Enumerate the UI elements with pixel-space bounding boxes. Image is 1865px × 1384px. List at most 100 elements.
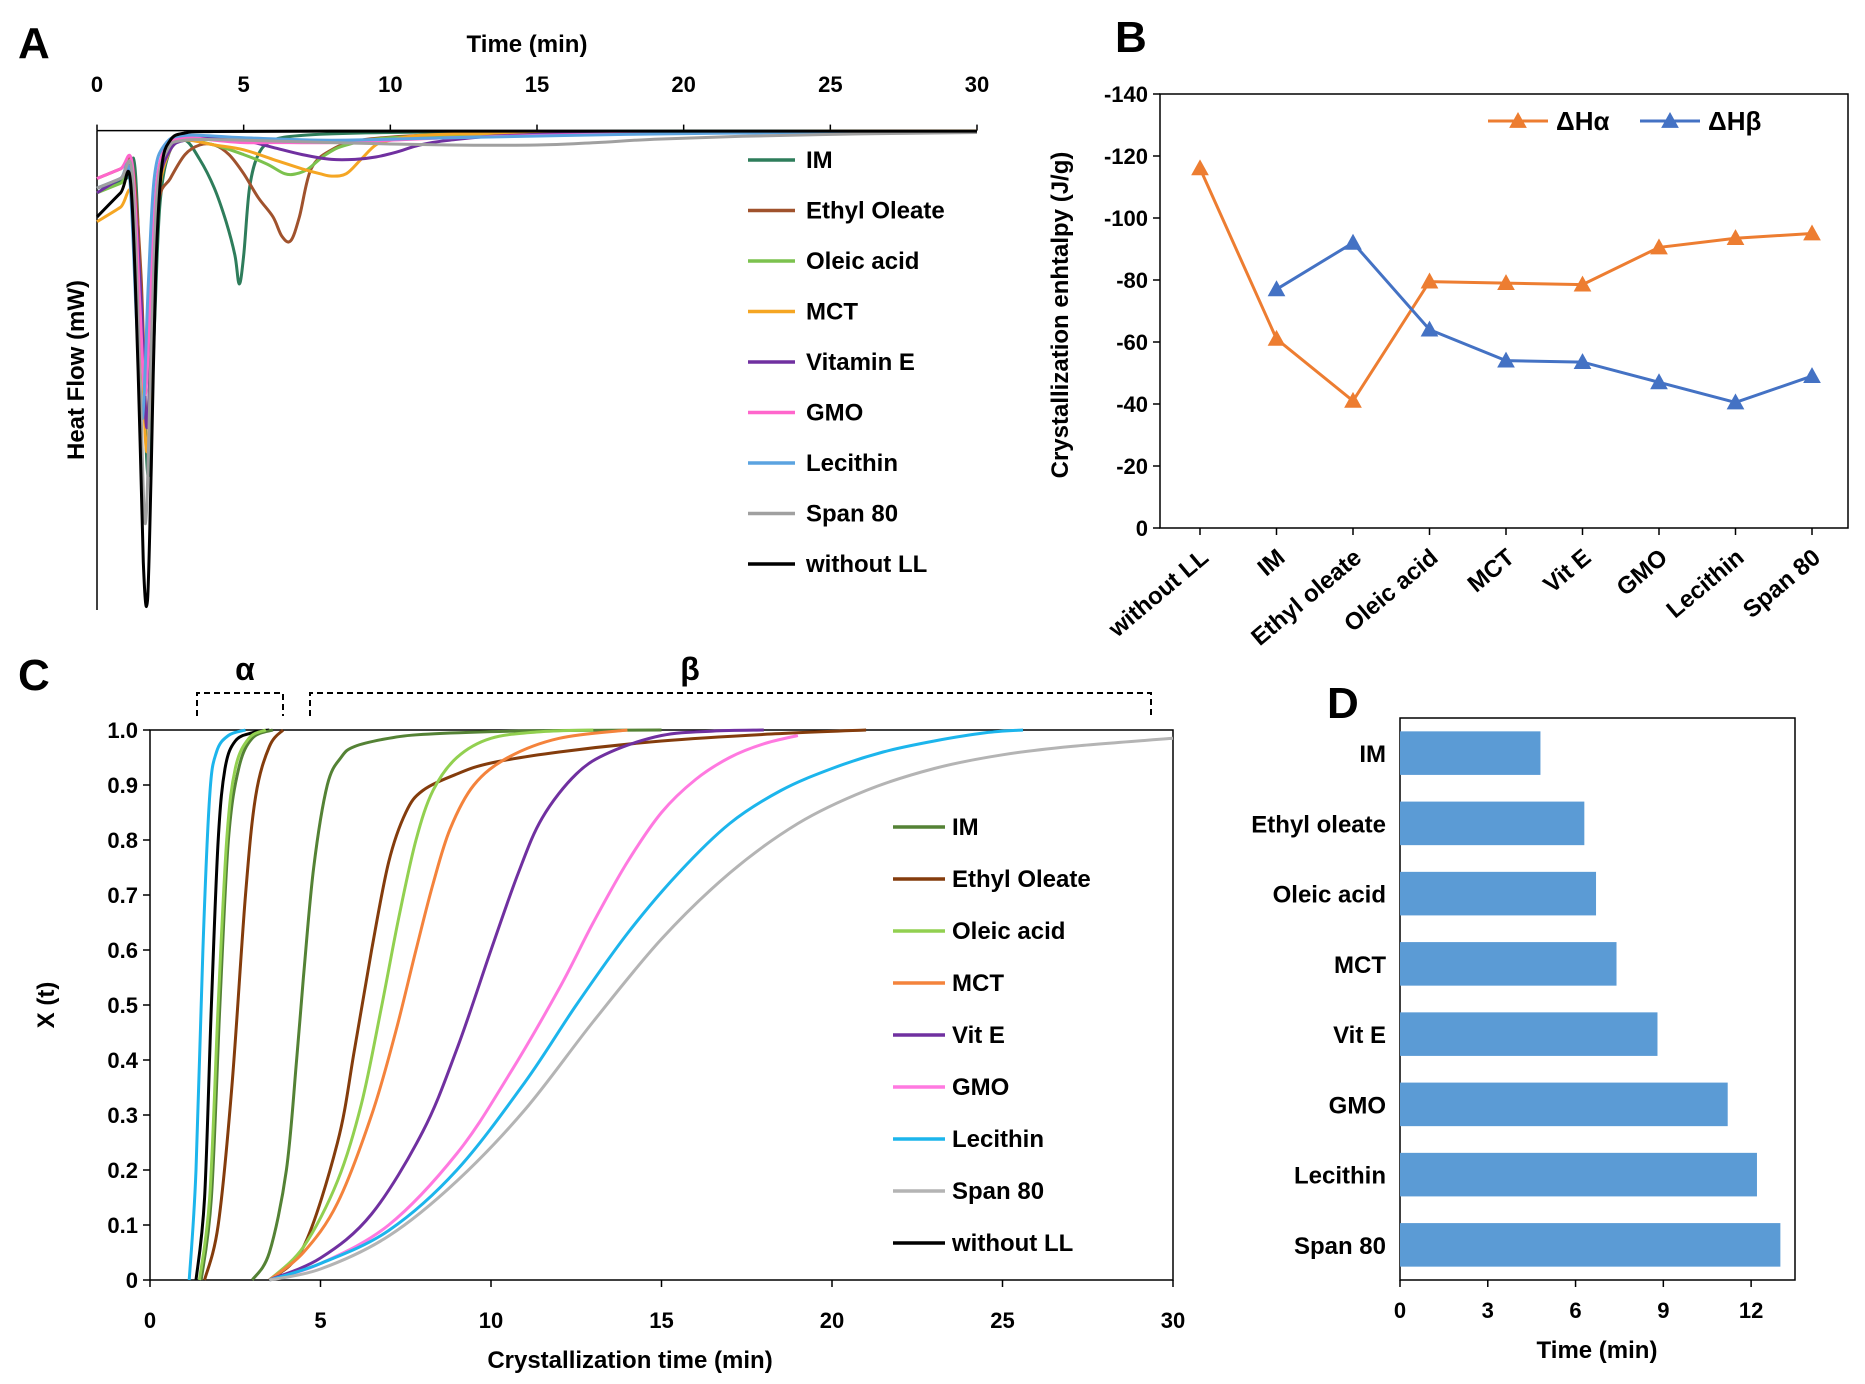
panel-c-x-tick-label: 25 bbox=[990, 1308, 1014, 1333]
panel-c-series-line-lecithin bbox=[268, 728, 1024, 1282]
panel-c-y-axis-title: X (t) bbox=[33, 982, 60, 1029]
panel-c-series-line-im-alpha bbox=[199, 728, 274, 1281]
panel-d-bar-lecithin bbox=[1400, 1152, 1757, 1197]
panel-a-x-tick-label: 10 bbox=[378, 72, 402, 97]
panel-c-series bbox=[187, 728, 1174, 1282]
panel-b-legend-label-dh-beta: ΔHβ bbox=[1708, 106, 1761, 136]
beta-bracket bbox=[309, 692, 1152, 716]
panel-c-phase-brackets: α β bbox=[196, 651, 1152, 716]
panel-c-legend-label-mct: MCT bbox=[952, 970, 1004, 997]
panel-c-legend: IM Ethyl Oleate Oleic acid MCT Vit E GMO Lecit… bbox=[893, 814, 1091, 1257]
panel-d-x-tick-label: 12 bbox=[1739, 1298, 1763, 1323]
panel-b-legend: ΔHα ΔHβ bbox=[1488, 106, 1761, 136]
panel-d-category-label: Lecithin bbox=[1294, 1163, 1386, 1190]
panel-letter-a: A bbox=[18, 19, 50, 68]
panel-a-series-line-vitamin-e bbox=[96, 130, 978, 430]
panel-a-legend-label-im: IM bbox=[806, 147, 833, 174]
panel-c-legend-label-gmo: GMO bbox=[952, 1074, 1009, 1101]
panel-d-category-label: Ethyl oleate bbox=[1251, 811, 1386, 838]
panel-b-category-label: Lecithin bbox=[1662, 544, 1750, 624]
panel-b-series bbox=[1191, 159, 1821, 410]
panel-b-marker-dh-alpha bbox=[1191, 159, 1209, 176]
panel-b-y-tick-label: -140 bbox=[1104, 82, 1148, 107]
alpha-bracket bbox=[196, 692, 284, 716]
panel-d-bar-span-80 bbox=[1400, 1223, 1781, 1267]
panel-a-x-axis-title: Time (min) bbox=[467, 31, 588, 58]
panel-c-y-tick-label: 0.9 bbox=[107, 773, 138, 798]
panel-c-series-line-span-80 bbox=[269, 736, 1174, 1282]
panel-c-series-line-gmo bbox=[268, 734, 799, 1282]
panel-b-marker-dh-alpha bbox=[1344, 391, 1362, 408]
panel-d-bars bbox=[1400, 731, 1781, 1267]
panel-b-y-tick-label: -120 bbox=[1104, 144, 1148, 169]
panel-b-category-label: without LL bbox=[1103, 544, 1214, 643]
panel-a-x-tick-label: 0 bbox=[91, 72, 103, 97]
panel-c-series-line-oleic-acid-alpha bbox=[197, 728, 267, 1281]
panel-b-y-tick-label: 0 bbox=[1136, 516, 1148, 541]
panel-c-series-line-mct bbox=[268, 728, 628, 1282]
panel-c-y-tick-label: 0.7 bbox=[107, 883, 138, 908]
panel-a-series-line-without-ll bbox=[95, 129, 977, 608]
panel-c-series-line-im bbox=[251, 728, 662, 1281]
panel-c-x-axis-title: Crystallization time (min) bbox=[487, 1347, 772, 1374]
panel-b-marker-dh-beta bbox=[1344, 233, 1362, 250]
panel-a-x-tick-label: 30 bbox=[965, 72, 989, 97]
panel-d-plot-frame bbox=[1399, 717, 1796, 1281]
panel-d-induction-time-chart: 0 3 6 9 12 IM Ethyl oleate Oleic acid MCT Vit E GM… bbox=[1251, 717, 1796, 1364]
panel-a-series-line-ethyl-oleate bbox=[96, 129, 978, 430]
panel-c-series-line-ethyl-oleate-alpha bbox=[203, 728, 285, 1281]
panel-a-series-line-mct bbox=[96, 129, 978, 454]
panel-c-y-tick-label: 0.5 bbox=[107, 993, 138, 1018]
panel-b-plot-frame bbox=[1159, 93, 1849, 529]
panel-d-category-label: MCT bbox=[1334, 952, 1386, 979]
panel-d-x-axis-title: Time (min) bbox=[1537, 1337, 1658, 1364]
panel-b-marker-dh-alpha bbox=[1573, 275, 1592, 292]
panel-d-bar-im bbox=[1400, 731, 1541, 775]
panel-c-legend-label-span-80: Span 80 bbox=[952, 1178, 1044, 1205]
panel-d-category-label: Vit E bbox=[1333, 1022, 1386, 1049]
panel-c-y-tick-label: 0.4 bbox=[107, 1048, 138, 1073]
panel-b-y-tick-label: -80 bbox=[1116, 268, 1148, 293]
panel-b-marker-dh-beta bbox=[1420, 320, 1439, 337]
panel-c-x-tick-label: 5 bbox=[314, 1308, 326, 1333]
panel-a-y-axis-title: Heat Flow (mW) bbox=[63, 280, 90, 460]
panel-d-bar-vit-e bbox=[1400, 1012, 1658, 1056]
panel-c-x-tick-label: 30 bbox=[1161, 1308, 1185, 1333]
panel-b-y-axis-title: Crystallization enhtalpy (J/g) bbox=[1047, 152, 1074, 479]
panel-b-y-tick-label: -20 bbox=[1116, 454, 1148, 479]
panel-a-series-line-span-80 bbox=[96, 131, 978, 526]
panel-c-legend-label-ethyl-oleate: Ethyl Oleate bbox=[952, 866, 1091, 893]
panel-a-x-tick-label: 20 bbox=[671, 72, 695, 97]
panel-a-legend-label-lecithin: Lecithin bbox=[806, 450, 898, 477]
panel-c-legend-label-lecithin: Lecithin bbox=[952, 1126, 1044, 1153]
beta-bracket-label: β bbox=[680, 651, 700, 687]
panel-a-legend-label-vitamin-e: Vitamin E bbox=[806, 349, 915, 376]
panel-c-series-line-lecithin-alpha bbox=[187, 728, 246, 1281]
panel-b-y-tick-label: -60 bbox=[1116, 330, 1148, 355]
panel-a-axes: 0 5 10 15 20 25 30 bbox=[91, 72, 989, 610]
panel-d-bar-ethyl-oleate bbox=[1400, 801, 1585, 846]
panel-letter-c: C bbox=[18, 651, 50, 700]
panel-b-marker-dh-beta bbox=[1497, 351, 1515, 368]
panel-c-x-tick-label: 20 bbox=[820, 1308, 844, 1333]
panel-d-bar-gmo bbox=[1400, 1082, 1728, 1127]
panel-b-marker-dh-alpha bbox=[1803, 224, 1821, 241]
panel-a-legend-label-without-ll: without LL bbox=[805, 551, 927, 578]
panel-b-y-tick-label: -40 bbox=[1116, 392, 1148, 417]
panel-b-marker-dh-alpha bbox=[1420, 272, 1439, 289]
panel-b-marker-dh-alpha bbox=[1650, 238, 1668, 255]
panel-d-category-label: Span 80 bbox=[1294, 1233, 1386, 1260]
panel-d-category-label: Oleic acid bbox=[1273, 882, 1386, 909]
panel-c-x-tick-label: 0 bbox=[144, 1308, 156, 1333]
panel-b-category-label: IM bbox=[1253, 544, 1291, 582]
panel-b-category-label: GMO bbox=[1612, 544, 1673, 602]
panel-d-x-tick-label: 9 bbox=[1657, 1298, 1669, 1323]
panel-b-category-label: Span 80 bbox=[1738, 544, 1826, 624]
panel-b-marker-dh-alpha bbox=[1726, 229, 1745, 246]
panel-c-series-line-without-ll bbox=[194, 728, 270, 1281]
panel-d-x-tick-label: 0 bbox=[1394, 1298, 1406, 1323]
panel-d-bar-oleic-acid bbox=[1400, 871, 1597, 916]
panel-b-legend-marker-dh-alpha bbox=[1509, 111, 1527, 128]
